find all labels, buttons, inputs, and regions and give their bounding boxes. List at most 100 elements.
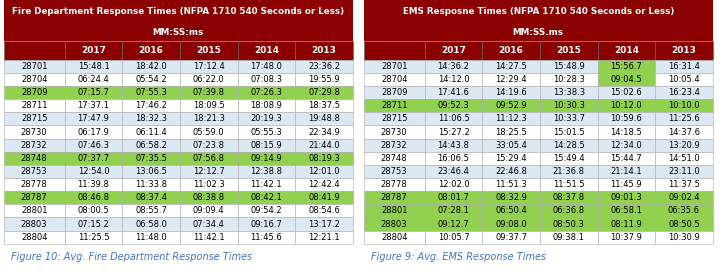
Text: 15:48.9: 15:48.9 [553,62,585,71]
Bar [238,191,295,204]
Bar [482,152,540,165]
Text: 10:59.6: 10:59.6 [611,114,642,123]
Bar [425,73,482,86]
Text: 28701: 28701 [21,62,48,71]
Text: 12:34.0: 12:34.0 [611,141,642,150]
Text: 15:01.5: 15:01.5 [553,127,585,137]
Text: 28701: 28701 [381,62,408,71]
Bar [180,191,238,204]
Text: 21:44.0: 21:44.0 [308,141,340,150]
Bar [540,204,598,217]
Bar [482,86,540,99]
Bar [180,86,238,99]
Bar [425,217,482,231]
Text: 07:37.7: 07:37.7 [78,154,109,163]
Text: 08:19.3: 08:19.3 [308,154,340,163]
Bar [540,165,598,178]
Text: 09:54.2: 09:54.2 [251,206,282,216]
Bar [598,138,655,152]
Bar [4,23,353,42]
Text: 28748: 28748 [381,154,408,163]
Text: 07:55.3: 07:55.3 [135,88,167,97]
Text: 21:36.8: 21:36.8 [553,167,585,176]
Text: 23:46.4: 23:46.4 [438,167,469,176]
Bar [598,42,655,60]
Text: 12:54.0: 12:54.0 [78,167,109,176]
Text: 09:08.0: 09:08.0 [495,220,527,229]
Bar [4,165,65,178]
Bar [598,99,655,112]
Bar [425,99,482,112]
Text: 11:33.8: 11:33.8 [135,180,167,189]
Bar [122,165,180,178]
Bar [180,73,238,86]
Text: 16:31.4: 16:31.4 [668,62,700,71]
Bar [295,138,353,152]
Text: 06:36.8: 06:36.8 [553,206,585,216]
Bar [180,231,238,244]
Bar [65,73,122,86]
Bar [655,99,713,112]
Text: 12:12.7: 12:12.7 [193,167,225,176]
Bar [122,73,180,86]
Bar [122,112,180,125]
Text: 06:50.4: 06:50.4 [495,206,527,216]
Bar [65,42,122,60]
Text: 15:48.1: 15:48.1 [78,62,109,71]
Bar [180,125,238,138]
Text: 09:04.5: 09:04.5 [611,75,642,84]
Text: 06:35.6: 06:35.6 [668,206,700,216]
Text: 28801: 28801 [381,206,408,216]
Text: 05:55.3: 05:55.3 [251,127,282,137]
Bar [122,217,180,231]
Text: 28732: 28732 [21,141,48,150]
Text: 12:42.4: 12:42.4 [308,180,340,189]
Bar [4,231,65,244]
Bar [122,125,180,138]
Text: 09:12.7: 09:12.7 [438,220,469,229]
Bar [540,191,598,204]
Text: 08:55.7: 08:55.7 [135,206,167,216]
Text: 28753: 28753 [21,167,48,176]
Text: 14:12.0: 14:12.0 [438,75,469,84]
Text: 11:42.1: 11:42.1 [251,180,282,189]
Text: 15:29.4: 15:29.4 [495,154,527,163]
Bar [364,42,425,60]
Text: 2016: 2016 [499,46,523,55]
Bar [540,152,598,165]
Bar [655,191,713,204]
Text: 17:37.1: 17:37.1 [78,101,109,110]
Bar [238,42,295,60]
Bar [364,23,713,42]
Bar [598,86,655,99]
Bar [122,42,180,60]
Bar [4,42,65,60]
Bar [238,73,295,86]
Bar [482,138,540,152]
Bar [238,204,295,217]
Bar [425,152,482,165]
Bar [655,178,713,191]
Bar [364,125,425,138]
Text: 18:42.0: 18:42.0 [135,62,167,71]
Text: 2015: 2015 [197,46,221,55]
Text: 28778: 28778 [381,180,408,189]
Text: MM:SS:ms: MM:SS:ms [153,28,204,37]
Bar [295,60,353,73]
Text: 28709: 28709 [21,88,48,97]
Bar [540,138,598,152]
Bar [482,42,540,60]
Bar [425,204,482,217]
Bar [482,73,540,86]
Text: 08:37.8: 08:37.8 [553,193,585,202]
Bar [655,152,713,165]
Text: 14:51.0: 14:51.0 [668,154,700,163]
Text: 28715: 28715 [21,114,48,123]
Bar [238,60,295,73]
Text: 08:15.9: 08:15.9 [251,141,282,150]
Text: 14:18.5: 14:18.5 [611,127,642,137]
Bar [238,178,295,191]
Bar [238,165,295,178]
Bar [598,204,655,217]
Text: 08:11.9: 08:11.9 [611,220,642,229]
